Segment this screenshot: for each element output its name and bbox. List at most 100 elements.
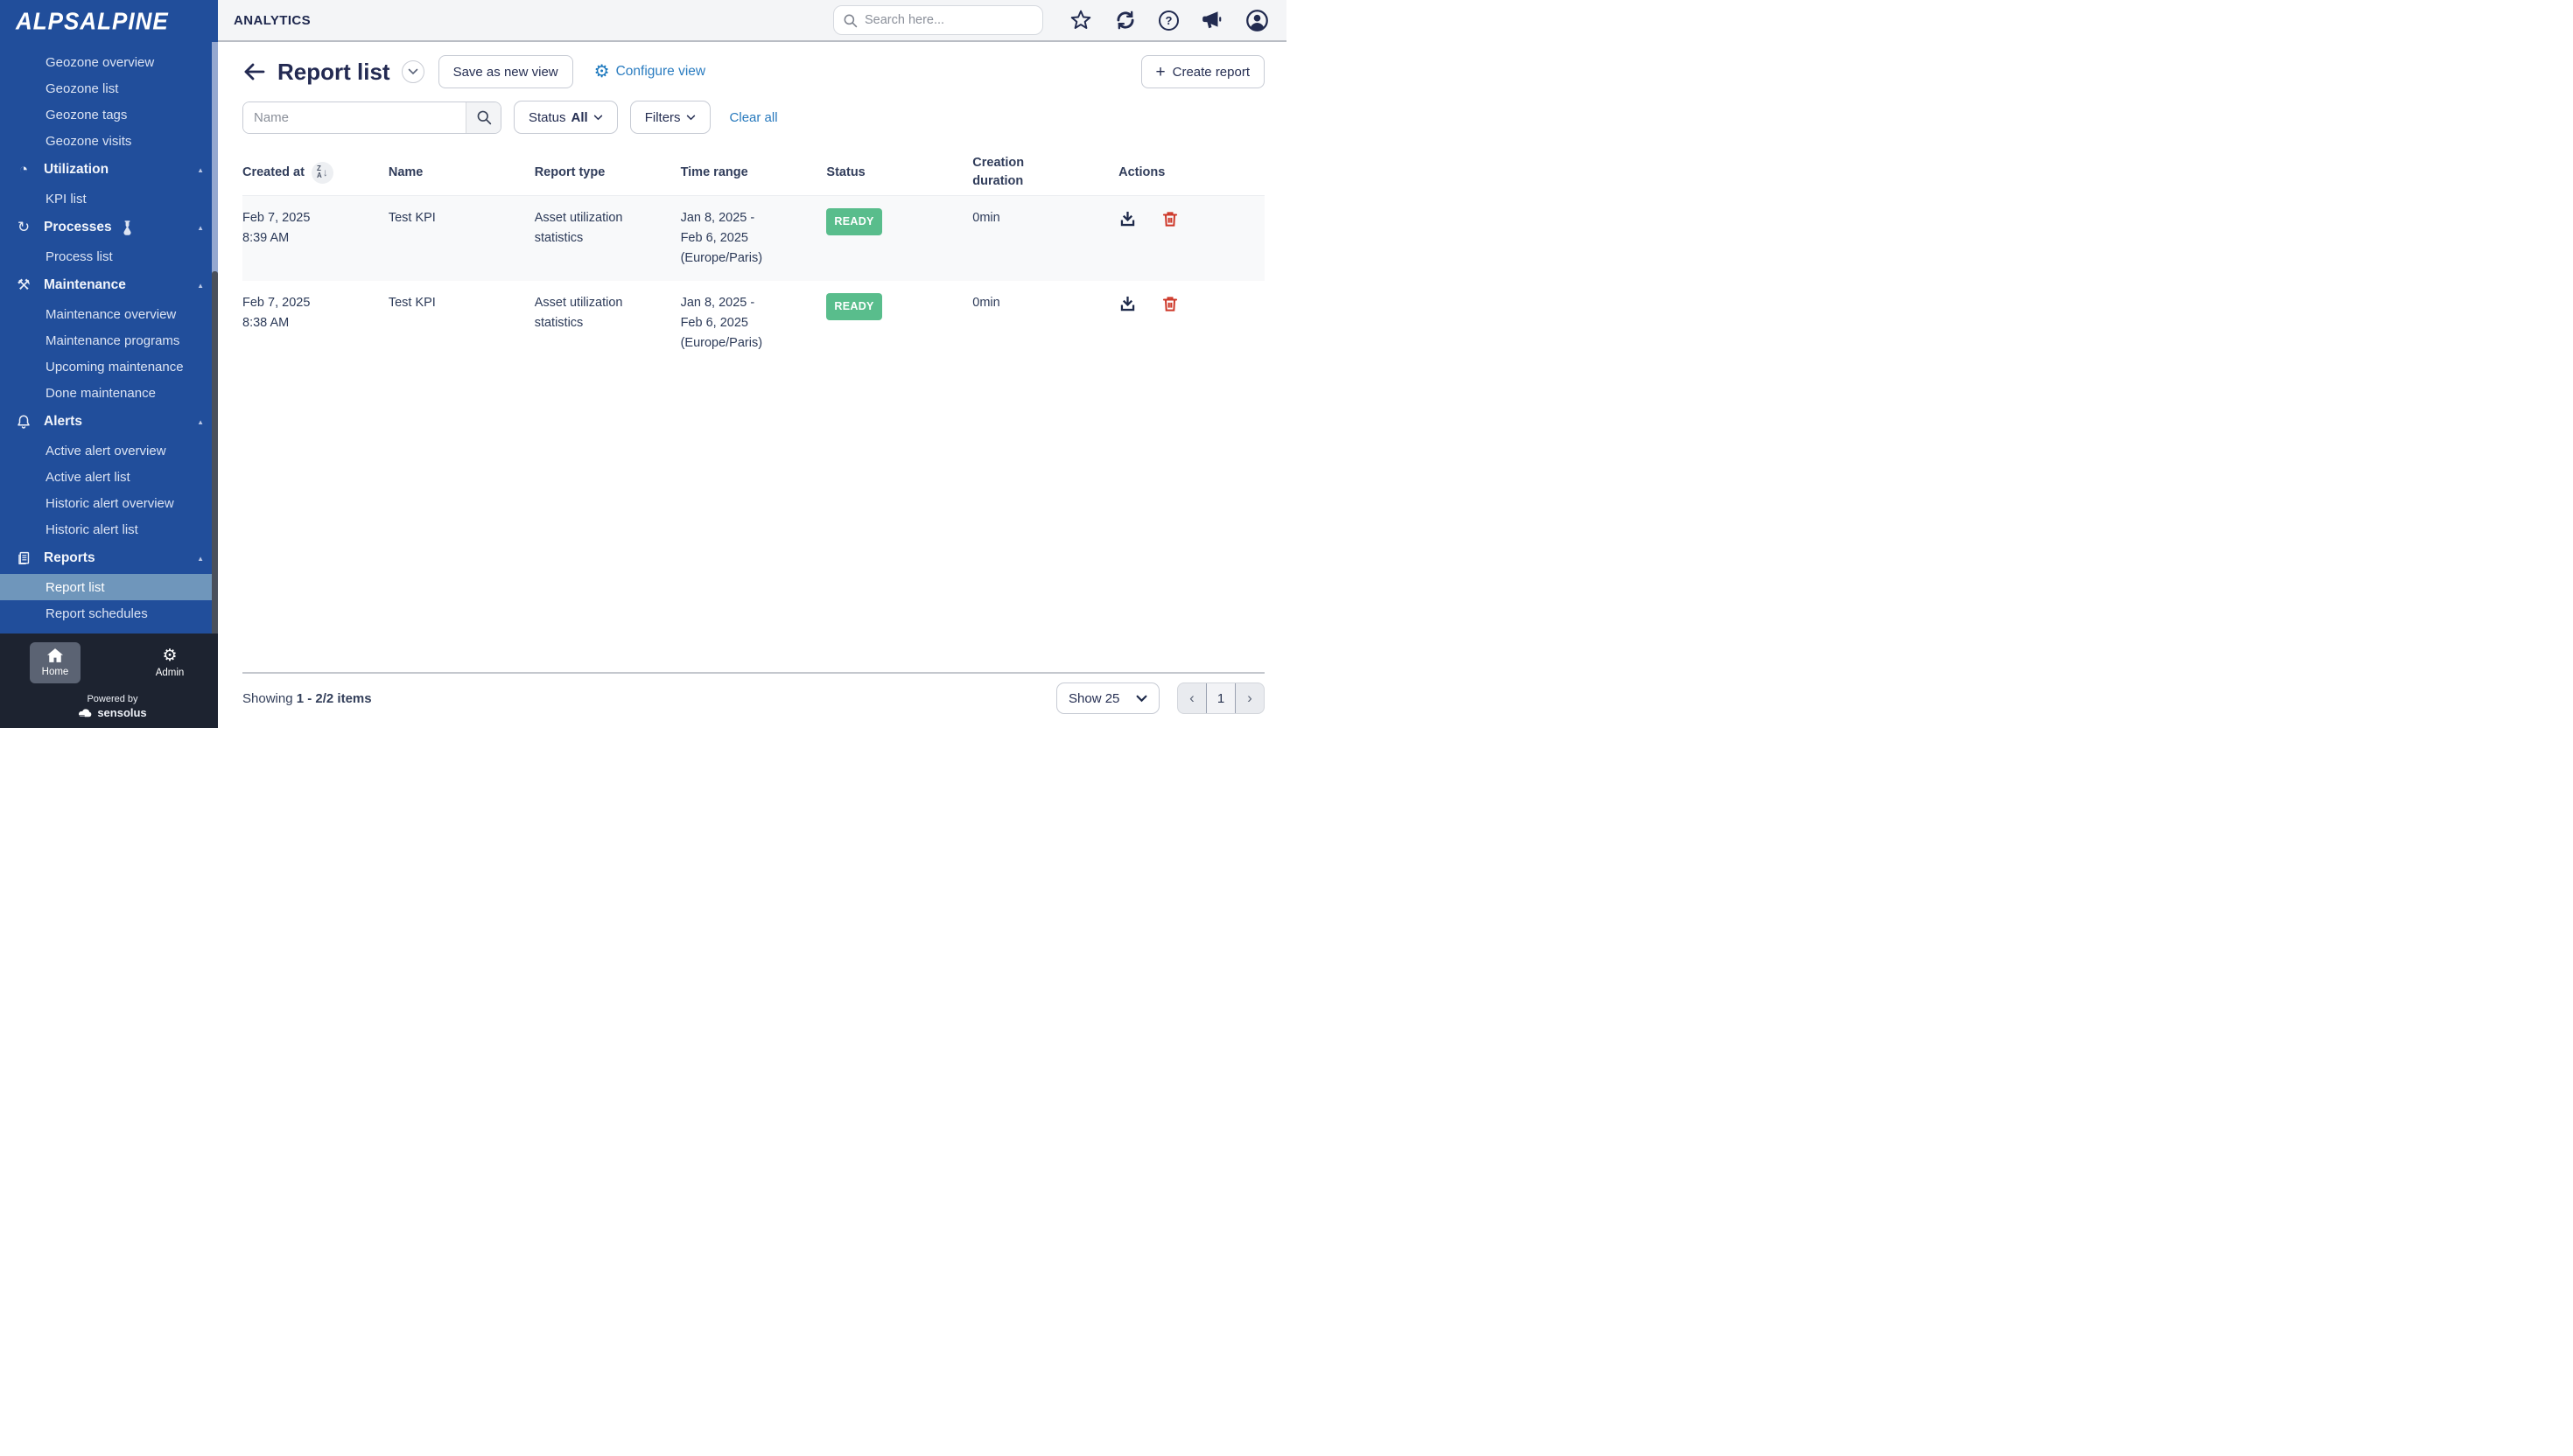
name-filter — [242, 101, 501, 134]
gear-icon: ⚙ — [593, 62, 610, 81]
clear-all-link[interactable]: Clear all — [729, 109, 778, 125]
collapse-caret-icon: ▲ — [197, 417, 204, 426]
sensolus-cloud-icon — [78, 708, 93, 718]
status-filter-button[interactable]: Status All — [514, 101, 618, 134]
name-search-button[interactable] — [466, 102, 501, 133]
sidebar-section-utilization[interactable]: ◔ Utilization ▲ — [0, 154, 218, 186]
chevron-down-icon — [686, 115, 695, 120]
collapse-caret-icon: ▲ — [197, 165, 204, 174]
sidebar-item-historic-alert-overview[interactable]: Historic alert overview — [46, 495, 174, 511]
sidebar-item-report-list[interactable]: Report list — [0, 574, 212, 600]
megaphone-icon[interactable] — [1201, 9, 1223, 32]
status-badge: READY — [826, 208, 882, 235]
sidebar-item-geozone-overview[interactable]: Geozone overview — [46, 54, 155, 70]
download-report-icon[interactable] — [1118, 295, 1137, 313]
back-arrow-icon[interactable] — [242, 62, 265, 81]
showing-count: Showing 1 - 2/2 items — [242, 690, 372, 706]
favorite-star-icon[interactable] — [1069, 9, 1092, 32]
sidebar-item-active-alert-list[interactable]: Active alert list — [46, 469, 130, 485]
collapse-caret-icon: ▲ — [197, 223, 204, 232]
sidebar-section-processes[interactable]: ↻ Processes ▲ — [0, 212, 218, 243]
create-report-button[interactable]: + Create report — [1140, 55, 1265, 88]
sidebar-section-maintenance[interactable]: ⚒ Maintenance ▲ — [0, 270, 218, 301]
filters-button[interactable]: Filters — [629, 101, 711, 134]
column-header-report-type[interactable]: Report type — [534, 164, 606, 179]
column-header-creation-duration[interactable]: Creation duration — [972, 156, 1025, 188]
sidebar-nav: Geozone overview Geozone list Geozone ta… — [0, 42, 218, 634]
alps-alpine-logo: ALPSALPINE — [16, 6, 169, 35]
configure-view-button[interactable]: ⚙ Configure view — [593, 62, 706, 81]
next-page-button[interactable]: › — [1247, 690, 1252, 706]
page-title: Report list — [277, 58, 390, 85]
user-avatar-icon[interactable] — [1245, 9, 1269, 32]
refresh-icon[interactable] — [1114, 9, 1137, 32]
table-row[interactable]: Feb 7, 2025 8:39 AM Test KPI Asset utili… — [242, 195, 1265, 281]
search-icon — [843, 13, 858, 28]
plus-icon: + — [1155, 62, 1166, 81]
sidebar-dock: Home ⚙ Admin Powered by sensolus — [0, 634, 218, 728]
created-at-cell: Feb 7, 2025 8:38 AM — [242, 296, 311, 330]
beta-flask-icon — [121, 220, 134, 235]
delete-report-icon[interactable] — [1161, 210, 1179, 228]
sidebar-scrollbar-thumb[interactable] — [212, 271, 218, 634]
sidebar-item-historic-alert-list[interactable]: Historic alert list — [46, 522, 138, 537]
collapse-caret-icon: ▲ — [197, 554, 204, 563]
report-type-cell: Asset utilization statistics — [534, 211, 623, 245]
sidebar-item-done-maintenance[interactable]: Done maintenance — [46, 385, 156, 401]
delete-report-icon[interactable] — [1161, 295, 1179, 313]
column-header-name[interactable]: Name — [388, 164, 424, 179]
time-range-cell: Jan 8, 2025 - Feb 6, 2025 (Europe/Paris) — [680, 211, 763, 265]
creation-duration-cell: 0min — [972, 296, 1000, 310]
report-type-cell: Asset utilization statistics — [534, 296, 623, 330]
name-cell: Test KPI — [388, 296, 436, 310]
brand-logo[interactable]: ALPSALPINE — [0, 0, 218, 42]
status-badge: READY — [826, 293, 882, 320]
global-search-input[interactable] — [865, 13, 1034, 27]
view-dropdown-icon[interactable] — [401, 60, 424, 83]
column-header-status[interactable]: Status — [826, 164, 866, 179]
sidebar-item-maintenance-overview[interactable]: Maintenance overview — [46, 306, 177, 322]
pager: ‹ 1 › — [1177, 682, 1265, 714]
save-as-new-view-button[interactable]: Save as new view — [438, 55, 573, 88]
sidebar-item-report-schedules[interactable]: Report schedules — [46, 606, 148, 621]
cycle-icon: ↻ — [17, 219, 31, 235]
sidebar-section-alerts[interactable]: Alerts ▲ — [0, 406, 218, 438]
status-cell: READY — [826, 208, 972, 269]
sidebar-item-process-list[interactable]: Process list — [46, 248, 113, 264]
sidebar-item-geozone-visits[interactable]: Geozone visits — [46, 133, 132, 149]
chevron-down-icon — [593, 115, 602, 120]
status-cell: READY — [826, 293, 972, 354]
chevron-down-icon — [1136, 695, 1147, 702]
admin-button[interactable]: ⚙ Admin — [155, 647, 185, 678]
home-button[interactable]: Home — [30, 642, 81, 683]
sidebar-item-geozone-list[interactable]: Geozone list — [46, 80, 119, 96]
sidebar-item-active-alert-overview[interactable]: Active alert overview — [46, 443, 166, 458]
column-header-actions: Actions — [1118, 164, 1166, 179]
collapse-caret-icon: ▲ — [197, 281, 204, 290]
sidebar-item-upcoming-maintenance[interactable]: Upcoming maintenance — [46, 359, 184, 374]
global-search[interactable] — [833, 5, 1043, 35]
created-at-cell: Feb 7, 2025 8:39 AM — [242, 211, 311, 245]
sidebar: ALPSALPINE Geozone overview Geozone list… — [0, 0, 218, 728]
actions-cell — [1118, 293, 1265, 354]
sidebar-item-maintenance-programs[interactable]: Maintenance programs — [46, 332, 180, 348]
sidebar-item-geozone-tags[interactable]: Geozone tags — [46, 107, 128, 122]
name-filter-input[interactable] — [243, 102, 466, 133]
current-page[interactable]: 1 — [1206, 683, 1236, 713]
main-area: ANALYTICS ? — [218, 0, 1286, 728]
top-bar: ANALYTICS ? — [218, 0, 1286, 42]
gear-icon: ⚙ — [162, 647, 178, 665]
help-icon[interactable]: ? — [1159, 10, 1179, 31]
download-report-icon[interactable] — [1118, 210, 1137, 228]
app-label: ANALYTICS — [234, 12, 312, 28]
previous-page-button[interactable]: ‹ — [1189, 690, 1195, 706]
table-row[interactable]: Feb 7, 2025 8:38 AM Test KPI Asset utili… — [242, 281, 1265, 366]
column-header-time-range[interactable]: Time range — [680, 164, 748, 179]
page-size-select[interactable]: Show 25 — [1056, 682, 1160, 714]
sidebar-section-reports[interactable]: Reports ▲ — [0, 542, 218, 574]
sidebar-item-kpi-list[interactable]: KPI list — [46, 191, 87, 206]
